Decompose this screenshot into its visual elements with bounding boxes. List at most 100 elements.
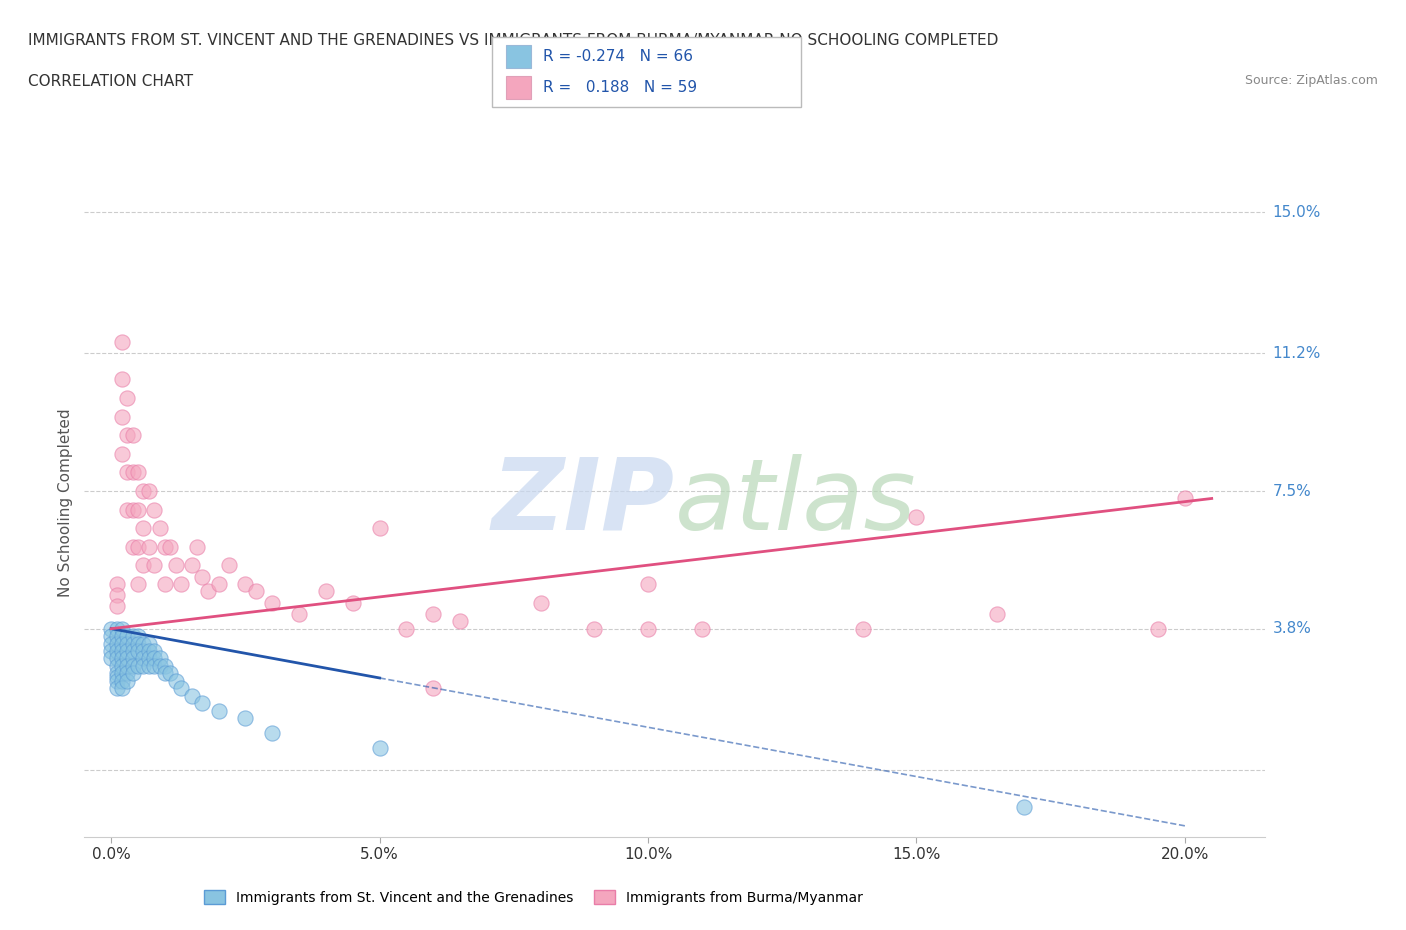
Point xyxy=(121,636,143,651)
Legend: Immigrants from St. Vincent and the Grenadines, Immigrants from Burma/Myanmar: Immigrants from St. Vincent and the Gren… xyxy=(198,884,868,910)
Text: atlas: atlas xyxy=(675,454,917,551)
Point xyxy=(132,484,155,498)
Point xyxy=(905,510,928,525)
Point xyxy=(121,651,143,666)
Point xyxy=(117,666,139,681)
Point xyxy=(153,539,176,554)
Text: CORRELATION CHART: CORRELATION CHART xyxy=(28,74,193,89)
Point xyxy=(235,711,257,725)
Point xyxy=(262,725,284,740)
Point xyxy=(235,577,257,591)
Point xyxy=(690,621,713,636)
Point xyxy=(207,577,229,591)
Text: 7.5%: 7.5% xyxy=(1272,484,1312,498)
Point xyxy=(100,629,122,644)
Point xyxy=(105,673,128,688)
Text: R =   0.188   N = 59: R = 0.188 N = 59 xyxy=(543,80,697,95)
Point xyxy=(138,636,160,651)
Point xyxy=(121,644,143,658)
Point xyxy=(143,651,166,666)
Point xyxy=(111,651,134,666)
Point xyxy=(368,740,391,755)
Text: 3.8%: 3.8% xyxy=(1272,621,1312,636)
Point xyxy=(186,539,208,554)
Point xyxy=(105,644,128,658)
Point xyxy=(117,644,139,658)
Point xyxy=(143,644,166,658)
Point xyxy=(111,372,134,387)
Point xyxy=(159,666,181,681)
Point xyxy=(105,670,128,684)
Point xyxy=(1147,621,1170,636)
Point xyxy=(105,621,128,636)
Point xyxy=(368,521,391,536)
Point xyxy=(153,666,176,681)
Point xyxy=(111,681,134,696)
Text: Source: ZipAtlas.com: Source: ZipAtlas.com xyxy=(1244,74,1378,87)
Point xyxy=(127,629,149,644)
Point xyxy=(105,666,128,681)
Point xyxy=(111,446,134,461)
Point xyxy=(422,681,444,696)
Point xyxy=(105,651,128,666)
Point xyxy=(117,391,139,405)
Point xyxy=(148,651,170,666)
Point xyxy=(170,681,193,696)
Point xyxy=(117,502,139,517)
Point xyxy=(159,539,181,554)
Point xyxy=(342,595,364,610)
Point xyxy=(165,673,187,688)
Point xyxy=(180,558,202,573)
Point xyxy=(105,681,128,696)
Point xyxy=(111,658,134,673)
Point xyxy=(127,636,149,651)
Point xyxy=(637,577,659,591)
Point xyxy=(138,658,160,673)
Point xyxy=(111,666,134,681)
Point xyxy=(1012,800,1035,815)
Point xyxy=(132,644,155,658)
Point xyxy=(138,539,160,554)
Point xyxy=(117,658,139,673)
Point xyxy=(148,521,170,536)
Text: 11.2%: 11.2% xyxy=(1272,346,1320,361)
Point xyxy=(127,658,149,673)
Point xyxy=(111,636,134,651)
Point xyxy=(138,651,160,666)
Point xyxy=(117,428,139,443)
Point xyxy=(105,629,128,644)
Point xyxy=(117,636,139,651)
Point xyxy=(143,502,166,517)
Point xyxy=(127,644,149,658)
Point xyxy=(105,577,128,591)
Point xyxy=(121,539,143,554)
Point xyxy=(127,539,149,554)
Text: IMMIGRANTS FROM ST. VINCENT AND THE GRENADINES VS IMMIGRANTS FROM BURMA/MYANMAR : IMMIGRANTS FROM ST. VINCENT AND THE GREN… xyxy=(28,33,998,47)
Point xyxy=(315,584,337,599)
Point xyxy=(111,335,134,350)
Point xyxy=(637,621,659,636)
Point xyxy=(127,577,149,591)
Point xyxy=(986,606,1008,621)
Point xyxy=(105,658,128,673)
Point xyxy=(288,606,311,621)
Point xyxy=(121,465,143,480)
Point xyxy=(262,595,284,610)
Point xyxy=(111,629,134,644)
Point xyxy=(127,465,149,480)
Point xyxy=(143,558,166,573)
Point xyxy=(218,558,240,573)
Text: R = -0.274   N = 66: R = -0.274 N = 66 xyxy=(543,49,693,64)
Point xyxy=(100,644,122,658)
Point xyxy=(191,696,214,711)
Point xyxy=(132,558,155,573)
Point xyxy=(165,558,187,573)
Point xyxy=(117,629,139,644)
Point xyxy=(117,673,139,688)
Point xyxy=(132,636,155,651)
Point xyxy=(105,636,128,651)
Point xyxy=(395,621,418,636)
Point xyxy=(170,577,193,591)
Point xyxy=(132,658,155,673)
Point xyxy=(121,428,143,443)
